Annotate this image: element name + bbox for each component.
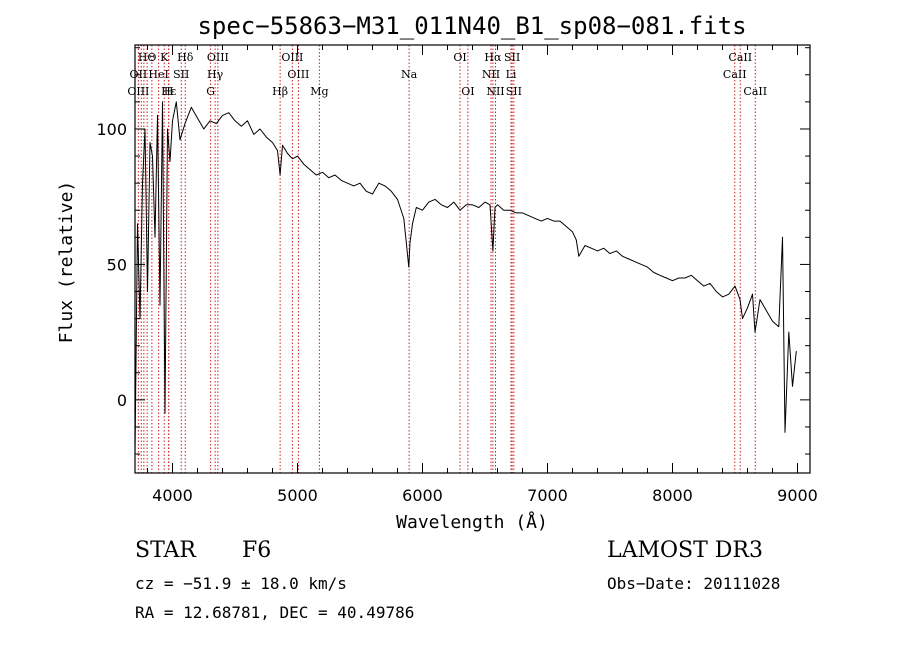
line-label-14: Hβ (272, 85, 288, 98)
x-tick-label-2: 6000 (402, 486, 443, 505)
line-label-23: Li (506, 68, 517, 81)
line-label-20: NII (482, 68, 500, 81)
x-axis-label: Wavelength (Å) (396, 511, 548, 533)
x-tick-label-1: 5000 (277, 486, 318, 505)
line-label-6: Hδ (177, 51, 194, 64)
line-label-18: OI (461, 85, 474, 98)
line-label-17: OI (453, 51, 466, 64)
redshift-readout: cz = −51.9 ± 18.0 km/s (135, 574, 347, 593)
object-class: STAR (135, 538, 196, 563)
spectrum-line (134, 101, 797, 455)
x-tick-label-4: 8000 (652, 486, 693, 505)
line-label-5: Hε (161, 85, 177, 98)
y-tick-label-1: 50 (107, 255, 127, 274)
line-label-8: H (164, 85, 174, 98)
x-tick-label-0: 4000 (152, 486, 193, 505)
line-label-2: OIII (127, 85, 149, 98)
y-tick-label-0: 0 (117, 391, 127, 410)
line-label-7: SII (173, 68, 189, 81)
x-tick-label-3: 7000 (527, 486, 568, 505)
line-label-9: OIII (207, 51, 229, 64)
line-label-10: Hγ (207, 68, 224, 81)
line-label-11: G (206, 85, 215, 98)
line-label-25: CaII (728, 51, 752, 64)
line-label-19: Hα (484, 51, 502, 64)
line-label-24: SII (506, 85, 522, 98)
line-label-21: NII (486, 85, 504, 98)
obs-date: Obs−Date: 20111028 (607, 574, 781, 593)
line-label-26: CaII (723, 68, 747, 81)
coordinates-readout: RA = 12.68781, DEC = 40.49786 (135, 603, 415, 622)
x-tick-label-5: 9000 (777, 486, 818, 505)
line-label-16: Na (401, 68, 418, 81)
chart-title: spec−55863−M31_011N40_B1_sp08−081.fits (197, 12, 746, 40)
object-subclass: F6 (242, 538, 272, 563)
line-label-3: K (160, 51, 169, 64)
line-label-4: HeI (148, 68, 168, 81)
line-label-0: HΘ (138, 51, 157, 64)
line-label-27: CaII (743, 85, 767, 98)
line-label-12: OIII (281, 51, 303, 64)
y-axis-label: Flux (relative) (56, 181, 77, 344)
y-tick-label-2: 100 (96, 120, 127, 139)
line-label-22: SII (504, 51, 520, 64)
survey-name: LAMOST DR3 (607, 538, 763, 563)
line-label-15: Mg (310, 85, 328, 98)
line-label-13: OIII (287, 68, 309, 81)
plot-frame (134, 44, 811, 474)
